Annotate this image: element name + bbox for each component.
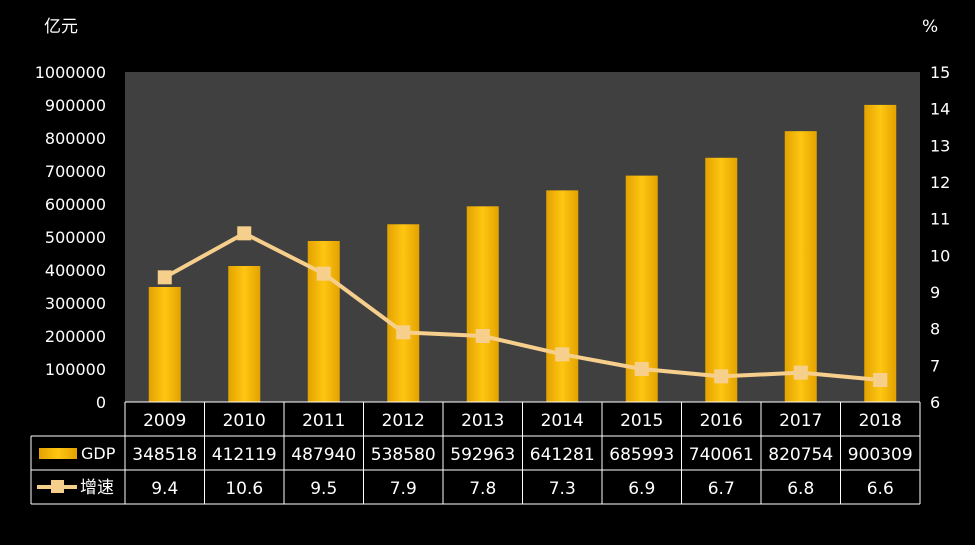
gdp-bar-2009 <box>148 286 181 402</box>
growth-legend-marker <box>51 480 64 493</box>
gdp-value-cell: 412119 <box>212 445 277 465</box>
growth-point-2014 <box>555 347 570 362</box>
left-axis: 0 100000 200000 300000 400000 500000 600000 700… <box>35 63 106 412</box>
growth-point-2010 <box>237 226 252 241</box>
growth-line-path <box>163 231 881 382</box>
left-tick-label: 200000 <box>45 327 106 346</box>
growth-value-cell: 10.6 <box>225 479 263 499</box>
left-tick-label: 1000000 <box>35 63 106 82</box>
right-tick-label: 14 <box>930 100 950 119</box>
growth-point-2009 <box>157 270 172 285</box>
left-tick-label: 700000 <box>45 162 106 181</box>
gdp-value-cell: 538580 <box>371 445 436 465</box>
category-label: 2010 <box>223 411 266 431</box>
growth-value-cell: 7.9 <box>390 479 417 499</box>
growth-point-2016 <box>714 369 729 384</box>
left-axis-unit: 亿元 <box>44 17 78 37</box>
growth-value-cell: 9.4 <box>151 479 178 499</box>
category-label: 2015 <box>620 411 663 431</box>
left-tick-label: 600000 <box>45 195 106 214</box>
right-tick-label: 11 <box>930 210 950 229</box>
left-tick-label: 900000 <box>45 96 106 115</box>
gdp-legend-label: GDP <box>81 444 116 463</box>
left-tick-label: 100000 <box>45 360 106 379</box>
growth-value-cell: 6.9 <box>628 479 655 499</box>
right-tick-label: 6 <box>930 393 940 412</box>
gdp-value-cell: 592963 <box>450 445 515 465</box>
left-tick-label: 800000 <box>45 129 106 148</box>
growth-point-2012 <box>396 325 411 340</box>
growth-point-2018 <box>873 373 888 387</box>
category-label: 2014 <box>541 411 584 431</box>
right-axis: 6 7 8 9 10 11 12 13 14 15 <box>930 63 950 412</box>
growth-line <box>157 226 888 387</box>
category-label: 2011 <box>302 411 345 431</box>
right-tick-label: 15 <box>930 63 950 82</box>
growth-value-cell: 7.3 <box>549 479 576 499</box>
gdp-value-cell: 641281 <box>530 445 595 465</box>
growth-value-cell: 6.8 <box>787 479 814 499</box>
right-tick-label: 8 <box>930 320 940 339</box>
gdp-value-cell: 900309 <box>848 445 913 465</box>
gdp-value-cell: 348518 <box>132 445 197 465</box>
gdp-bar-2016 <box>705 157 738 402</box>
right-tick-label: 13 <box>930 136 950 155</box>
growth-point-2013 <box>475 329 490 343</box>
right-axis-unit: % <box>922 17 938 37</box>
data-table: 2009 2010 2011 2012 2013 2014 2015 2016 2017 2018… <box>30 401 921 505</box>
growth-value-cell: 7.8 <box>469 479 496 499</box>
left-tick-label: 400000 <box>45 261 106 280</box>
growth-point-2017 <box>793 365 808 380</box>
growth-value-cell: 9.5 <box>310 479 337 499</box>
gdp-bar-2018 <box>864 104 897 402</box>
right-tick-label: 9 <box>930 283 940 302</box>
category-label: 2009 <box>143 411 186 431</box>
gdp-bar-2011 <box>307 240 340 402</box>
gdp-legend-swatch <box>39 448 77 459</box>
gdp-value-cell: 740061 <box>689 445 754 465</box>
growth-value-cell: 6.7 <box>708 479 735 499</box>
left-tick-label: 300000 <box>45 294 106 313</box>
growth-point-2015 <box>634 362 649 376</box>
category-label: 2017 <box>779 411 822 431</box>
right-tick-label: 12 <box>930 173 950 192</box>
gdp-bar-2010 <box>228 266 261 402</box>
gdp-bar-2012 <box>387 224 420 402</box>
gdp-bar-2017 <box>784 131 817 402</box>
growth-point-2011 <box>316 266 331 281</box>
gdp-value-cell: 685993 <box>609 445 674 465</box>
left-tick-label: 500000 <box>45 228 106 247</box>
growth-legend-label: 增速 <box>80 478 114 498</box>
right-tick-label: 7 <box>930 356 940 375</box>
category-label: 2012 <box>382 411 425 431</box>
right-tick-label: 10 <box>930 246 950 265</box>
gdp-value-cell: 820754 <box>768 445 833 465</box>
gdp-value-cell: 487940 <box>291 445 356 465</box>
category-label: 2018 <box>859 411 902 431</box>
category-label: 2016 <box>700 411 743 431</box>
gdp-bar-2014 <box>546 190 579 402</box>
left-tick-label: 0 <box>96 393 106 412</box>
category-label: 2013 <box>461 411 504 431</box>
growth-value-cell: 6.6 <box>867 479 894 499</box>
gdp-bar-2013 <box>466 206 499 402</box>
